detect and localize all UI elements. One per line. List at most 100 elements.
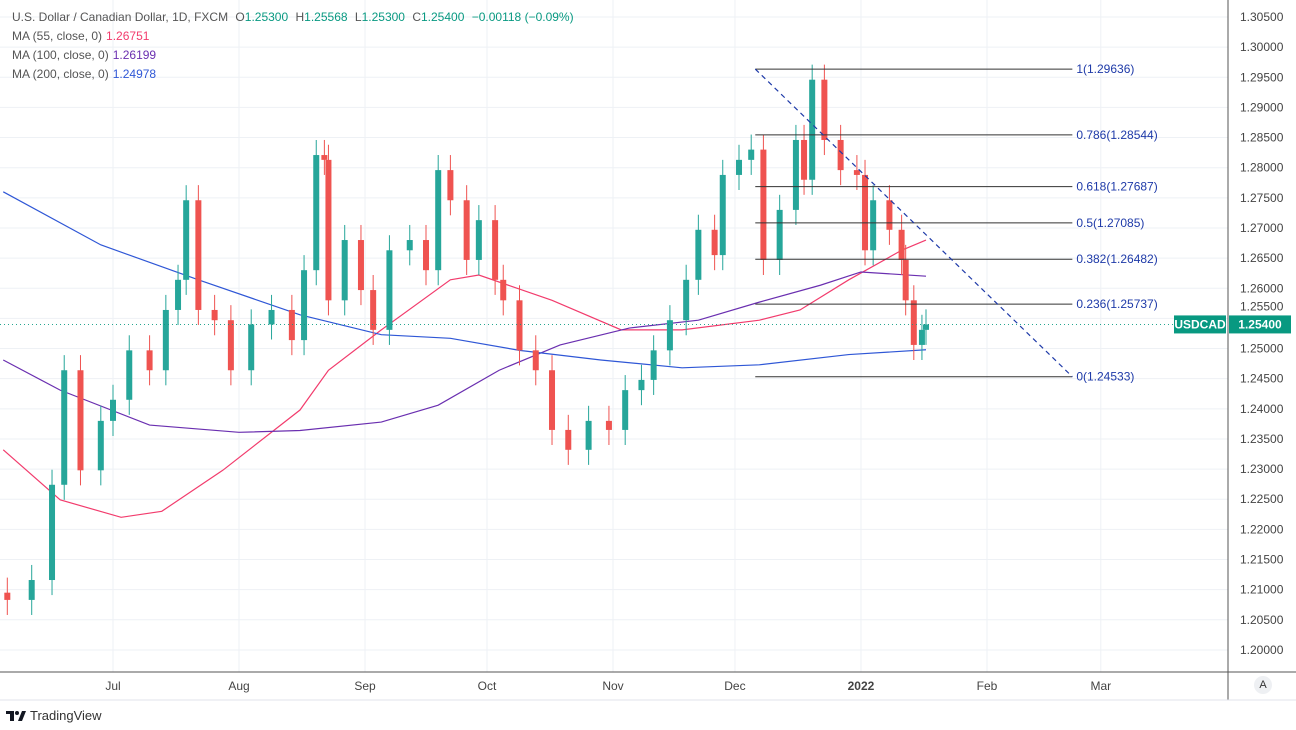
price-tick-label: 1.23000 xyxy=(1240,462,1284,476)
candle-body xyxy=(622,390,629,430)
candle-body xyxy=(760,149,767,260)
candle-body xyxy=(748,149,755,160)
candle-body xyxy=(585,420,592,450)
indicator-ma100[interactable]: MA (100, close, 0) 1.26199 xyxy=(12,46,574,65)
price-tick-label: 1.25000 xyxy=(1240,342,1284,356)
candle-body xyxy=(248,324,255,371)
indicator-ma55[interactable]: MA (55, close, 0) 1.26751 xyxy=(12,27,574,46)
candle xyxy=(666,305,673,366)
candle xyxy=(28,564,35,615)
candle xyxy=(792,124,799,225)
low-label: L xyxy=(354,10,362,24)
candle-body xyxy=(500,279,507,301)
candle xyxy=(923,309,929,345)
candle xyxy=(386,235,393,345)
candle xyxy=(4,577,11,615)
time-tick-label: Mar xyxy=(1090,679,1111,693)
candle xyxy=(435,155,442,286)
time-tick-label: Jul xyxy=(105,679,120,693)
candle xyxy=(565,414,572,465)
auto-scale-button[interactable]: A xyxy=(1254,676,1272,694)
high-label: H xyxy=(295,10,305,24)
candle-body xyxy=(902,259,909,301)
candle-body xyxy=(853,170,860,175)
candle-body xyxy=(695,229,702,280)
candle-body xyxy=(28,580,35,600)
candle-body xyxy=(638,379,645,391)
high-value: 1.25568 xyxy=(304,10,348,24)
brand-name: TradingView xyxy=(30,708,102,723)
candle xyxy=(492,205,499,295)
candle xyxy=(288,294,295,356)
indicator-ma200[interactable]: MA (200, close, 0) 1.24978 xyxy=(12,65,574,84)
candle xyxy=(801,124,808,195)
price-tick-label: 1.22000 xyxy=(1240,522,1284,536)
candle xyxy=(549,355,556,445)
candle-body xyxy=(227,320,234,371)
time-tick-label: Aug xyxy=(228,679,249,693)
candle-body xyxy=(532,350,539,371)
candle xyxy=(463,185,470,275)
price-tick-label: 1.28000 xyxy=(1240,161,1284,175)
ma-line xyxy=(2,191,927,369)
candle xyxy=(532,335,539,386)
candle xyxy=(227,305,234,386)
candle xyxy=(357,224,364,306)
trendline xyxy=(754,68,1073,378)
candle xyxy=(321,139,328,175)
price-tick-label: 1.24000 xyxy=(1240,402,1284,416)
candle xyxy=(918,314,925,360)
candle xyxy=(248,309,255,386)
candle xyxy=(423,224,430,286)
price-tick-label: 1.30000 xyxy=(1240,40,1284,54)
candle-body xyxy=(809,79,816,180)
candle-body xyxy=(605,420,612,430)
candle-body xyxy=(406,240,413,251)
candle-body xyxy=(683,279,690,321)
candle xyxy=(870,185,877,266)
candle xyxy=(821,64,828,156)
candle-body xyxy=(736,159,743,175)
time-tick-label: Oct xyxy=(478,679,497,693)
candle xyxy=(622,375,629,445)
price-tick-label: 1.20500 xyxy=(1240,613,1284,627)
candle-body xyxy=(898,229,905,260)
candle-body xyxy=(776,209,783,260)
candle xyxy=(49,469,56,596)
price-tick-label: 1.28500 xyxy=(1240,131,1284,145)
candle xyxy=(341,224,348,316)
candle-body xyxy=(801,139,808,180)
candle xyxy=(406,224,413,266)
candle-body xyxy=(918,329,925,345)
fib-level-label: 0.618(1.27687) xyxy=(1076,180,1157,194)
candle-body xyxy=(61,370,68,485)
candle-body xyxy=(357,240,364,291)
candle-body xyxy=(870,200,877,251)
candle-body xyxy=(97,420,104,471)
price-tick-label: 1.26000 xyxy=(1240,281,1284,295)
candle-body xyxy=(516,300,523,351)
candle xyxy=(475,205,482,275)
fib-level-label: 0(1.24533) xyxy=(1076,370,1134,384)
open-value: 1.25300 xyxy=(244,10,289,24)
price-tick-label: 1.23500 xyxy=(1240,432,1284,446)
candle-body xyxy=(549,370,556,430)
candle xyxy=(748,134,755,175)
candle-body xyxy=(175,279,182,310)
price-tick-label: 1.30500 xyxy=(1240,10,1284,24)
candle-body xyxy=(4,592,11,600)
candle-body xyxy=(183,200,190,280)
candle xyxy=(760,134,767,275)
tradingview-logo[interactable]: TradingView xyxy=(6,708,102,723)
close-label: C xyxy=(412,10,421,24)
price-tick-label: 1.21500 xyxy=(1240,553,1284,567)
candle xyxy=(313,139,320,286)
candle-body xyxy=(666,320,673,351)
fib-level-label: 0.236(1.25737) xyxy=(1076,297,1157,311)
candle-body xyxy=(325,159,332,301)
candle-body xyxy=(792,139,799,210)
open-label: O xyxy=(235,10,245,24)
candle-body xyxy=(492,220,499,280)
symbol-row: U.S. Dollar / Canadian Dollar, 1D, FXCM … xyxy=(12,8,574,27)
